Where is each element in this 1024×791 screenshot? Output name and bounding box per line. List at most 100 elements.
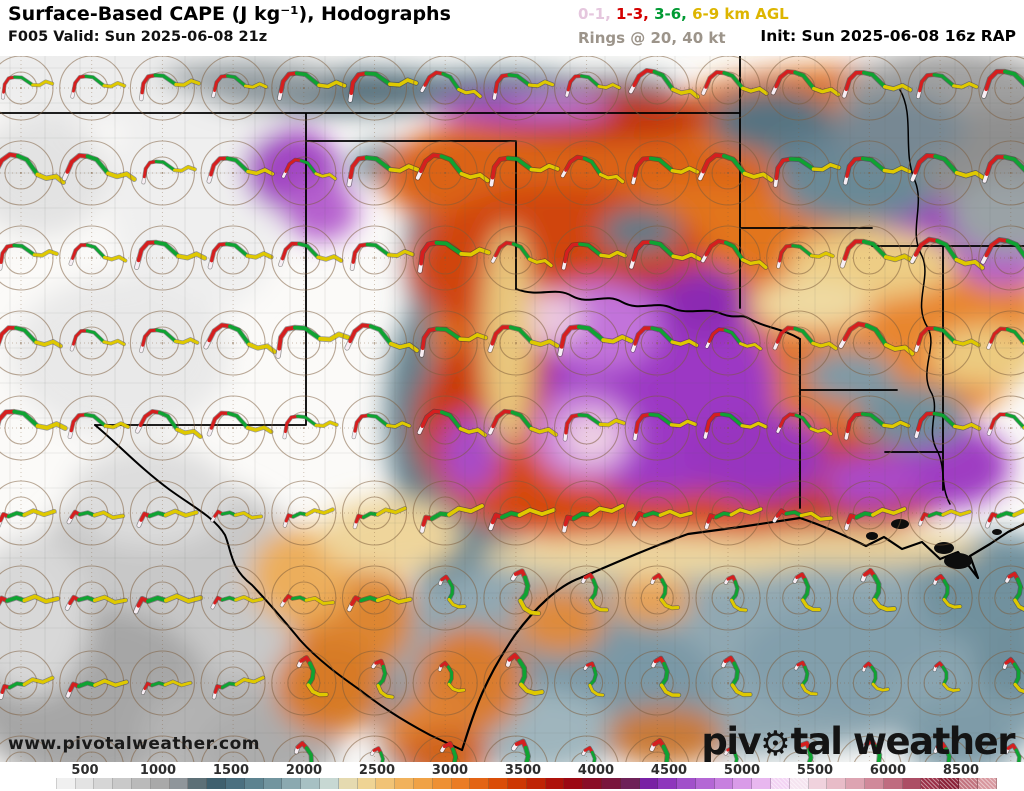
colorbar-tick-label: 500 — [71, 763, 99, 778]
hodograph — [766, 480, 834, 546]
colorbar-segment — [620, 778, 640, 789]
colorbar-segment — [150, 778, 170, 789]
hodograph — [271, 395, 339, 461]
hodograph-height-legend: 0-1, 1-3, 3-6, 6-9 km AGL — [578, 5, 789, 23]
hodograph — [978, 310, 1024, 376]
colorbar-tick-label: 3000 — [431, 763, 469, 778]
hodograph — [624, 565, 690, 631]
gear-icon: ⚙ — [760, 723, 791, 762]
colorbar-segment — [56, 778, 76, 789]
pivotal-logo: piv⚙tal weather — [701, 719, 1016, 762]
hodograph — [978, 650, 1024, 716]
hodograph — [59, 395, 131, 461]
hodograph — [59, 480, 126, 546]
init-time: Init: Sun 2025-06-08 16z RAP — [760, 27, 1016, 45]
colorbar-segment — [395, 778, 414, 789]
hodograph — [766, 735, 831, 762]
hodograph — [200, 395, 274, 461]
hodograph — [907, 565, 973, 631]
hodograph — [412, 565, 478, 631]
colorbar-segment — [959, 778, 978, 789]
hodograph — [200, 140, 275, 206]
colorbar-segment — [338, 778, 358, 789]
colorbar-segment — [583, 778, 602, 789]
colorbar-tick-label: 5500 — [796, 763, 834, 778]
colorbar-segment — [695, 778, 715, 789]
colorbar-segment — [639, 778, 659, 789]
logo-pre: piv — [701, 719, 761, 762]
hodograph — [0, 56, 55, 121]
colorbar-segment — [865, 778, 884, 789]
hodograph — [908, 735, 973, 762]
hodograph — [200, 480, 266, 546]
hodograph — [554, 480, 626, 546]
hodograph — [412, 480, 485, 546]
hodograph — [342, 735, 407, 762]
hodograph — [907, 480, 973, 546]
hodograph — [271, 56, 348, 121]
hodograph — [483, 565, 549, 631]
hodograph — [129, 310, 200, 376]
hodograph — [129, 140, 197, 206]
colorbar-segment — [489, 778, 508, 789]
cape-field-map — [0, 56, 1024, 762]
hodograph — [554, 310, 634, 376]
hodograph — [978, 395, 1024, 461]
colorbar-segment — [451, 778, 471, 789]
hodograph — [412, 310, 489, 376]
hodograph — [907, 56, 979, 121]
logo-post: tal weather — [790, 719, 1016, 762]
colorbar-segment — [38, 778, 57, 789]
colorbar-segment — [357, 778, 377, 789]
colorbar-tick-label: 2500 — [358, 763, 396, 778]
hodograph — [836, 480, 907, 546]
hodograph — [271, 735, 336, 762]
colorbar-segment — [507, 778, 527, 789]
hodograph — [59, 565, 128, 631]
colorbar-segment — [545, 778, 565, 789]
hodograph — [341, 56, 419, 121]
hodograph — [483, 395, 559, 461]
hodograph — [907, 225, 986, 291]
hodograph — [413, 735, 478, 762]
legend-layer: 3-6, — [654, 5, 693, 23]
hodograph — [483, 225, 554, 291]
colorbar-segment — [319, 778, 339, 789]
hodograph — [695, 395, 769, 461]
colorbar-segment — [771, 778, 790, 789]
colorbar-segment — [169, 778, 189, 789]
hodograph — [836, 56, 913, 121]
hodograph — [624, 225, 703, 291]
hodograph — [0, 735, 53, 762]
border-north-lines — [0, 112, 741, 426]
colorbar-segment — [902, 778, 922, 789]
colorbar-segment — [733, 778, 753, 789]
hodograph — [59, 310, 126, 376]
hodograph — [271, 480, 337, 546]
hodograph — [766, 395, 833, 461]
hodograph — [907, 140, 987, 206]
colorbar-segment — [526, 778, 546, 789]
colorbar-tick-label: 3500 — [504, 763, 542, 778]
hodograph — [624, 56, 701, 121]
hodograph — [978, 56, 1024, 121]
hodograph — [271, 650, 337, 716]
colorbar-tick-label: 8500 — [942, 763, 980, 778]
hodograph — [836, 565, 902, 631]
colorbar-segment — [113, 778, 132, 789]
hodograph — [696, 735, 760, 762]
colorbar-segment — [827, 778, 847, 789]
colorbar-segment — [789, 778, 809, 789]
hodograph — [200, 56, 269, 121]
colorbar-tick-label: 4500 — [650, 763, 688, 778]
colorbar-segment — [677, 778, 696, 789]
hodograph — [412, 650, 478, 716]
hodograph — [0, 140, 67, 206]
colorbar-tick-label: 4000 — [577, 763, 615, 778]
colorbar-segment — [808, 778, 828, 789]
colorbar-tick-label: 6000 — [869, 763, 907, 778]
colorbar-strip — [38, 778, 997, 789]
hodograph — [412, 225, 492, 291]
hodograph-glyphs — [0, 56, 1024, 762]
